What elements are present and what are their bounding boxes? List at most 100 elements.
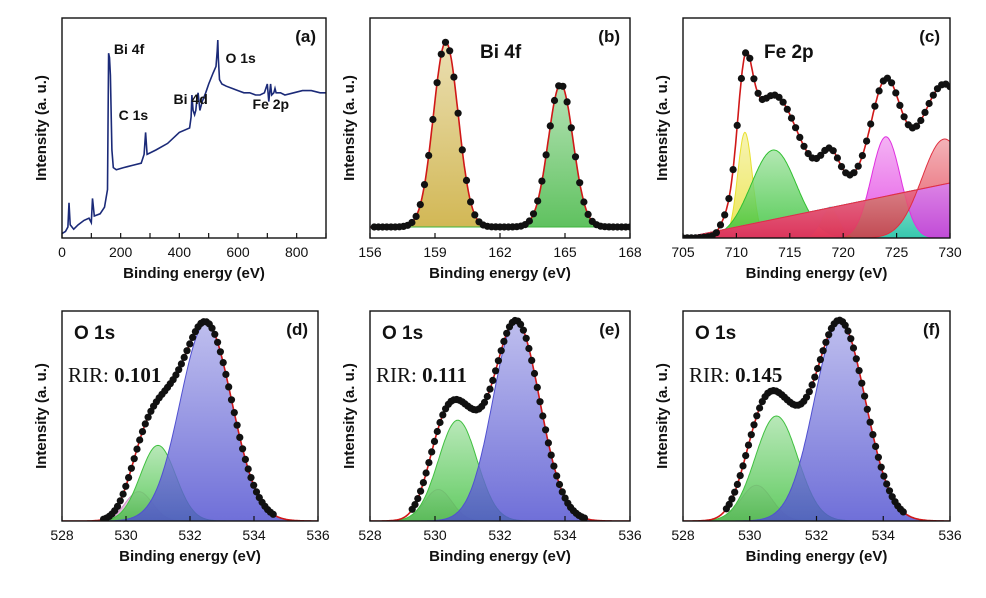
data-point [483, 392, 491, 401]
x-tick-label: 528 [358, 527, 382, 543]
panel-title: Fe 2p [764, 42, 814, 63]
data-point [626, 223, 630, 231]
data-point [530, 369, 539, 378]
data-point [550, 96, 559, 105]
data-point [433, 427, 441, 436]
data-point [892, 89, 900, 97]
data-point [214, 338, 222, 346]
axes-frame [61, 17, 327, 239]
rir-label: RIR: [376, 363, 422, 387]
data-point [433, 79, 441, 87]
data-point [412, 212, 420, 220]
data-point [854, 162, 862, 170]
data-point [437, 50, 445, 58]
data-point [500, 337, 508, 345]
data-point [733, 480, 742, 488]
data-point [925, 99, 933, 108]
peak-annotation: Bi 4f [114, 41, 145, 57]
data-point [754, 89, 762, 97]
data-point [555, 480, 564, 489]
peak-1-area [370, 83, 630, 228]
data-point [567, 124, 575, 132]
peak-0-area [370, 41, 630, 228]
data-point [269, 510, 277, 518]
data-point [489, 376, 497, 384]
data-point [750, 421, 758, 429]
data-point [900, 113, 908, 121]
data-point [921, 108, 929, 116]
data-point [737, 74, 746, 83]
panel-a: 0 200 400 600 800 Binding energy (eV) Intensit… [33, 17, 327, 282]
data-point [542, 151, 550, 159]
data-point [875, 87, 883, 95]
x-tick-label: 530 [114, 527, 138, 543]
plot-area [62, 318, 318, 521]
data-point [787, 114, 796, 122]
x-tick-label: 536 [618, 527, 642, 543]
panel-label: (b) [598, 27, 620, 46]
data-point [519, 326, 528, 334]
data-point [539, 412, 547, 420]
panel-label: (a) [295, 27, 316, 46]
data-point [861, 392, 869, 400]
data-point [816, 356, 825, 364]
data-point [122, 482, 130, 490]
data-point [721, 211, 729, 219]
peak-annotation: C 1s [119, 107, 149, 123]
data-point [136, 436, 144, 444]
data-point [733, 121, 741, 129]
data-point [529, 210, 538, 218]
x-tick-label: 168 [618, 244, 642, 260]
peak-annotation: Fe 2p [253, 96, 290, 112]
x-tick-label: 528 [50, 527, 74, 543]
data-point [533, 383, 541, 391]
data-point [127, 464, 135, 472]
data-point [546, 122, 554, 130]
x-tick-label: 532 [178, 527, 202, 543]
data-point [494, 357, 502, 365]
peak-annotation: Bi 4d [174, 91, 208, 107]
x-axis-label: Binding energy (eV) [119, 548, 261, 565]
data-point [877, 463, 885, 471]
data-point [189, 333, 197, 341]
y-axis-label: Intensity (a. u.) [33, 363, 50, 469]
x-tick-label: 730 [938, 244, 962, 260]
data-point [446, 47, 454, 55]
data-point [867, 120, 875, 128]
panel-label: (e) [599, 320, 620, 339]
data-point [822, 338, 830, 346]
axes-frame [682, 17, 951, 239]
data-point [739, 462, 747, 470]
x-tick-label: 162 [488, 244, 512, 260]
data-point [450, 73, 458, 81]
plot-area [370, 38, 630, 231]
data-point [841, 321, 849, 329]
data-point [863, 405, 871, 413]
plot-area [62, 39, 326, 235]
rir-value: 0.111 [422, 363, 467, 387]
rir-value: 0.145 [735, 363, 782, 387]
data-point [811, 373, 819, 381]
data-point [805, 388, 813, 396]
data-point [517, 320, 525, 328]
data-point [219, 359, 227, 367]
data-point [536, 398, 544, 406]
x-tick-label: 534 [242, 527, 266, 543]
data-point [225, 383, 233, 391]
data-point [528, 356, 536, 364]
data-point [486, 385, 494, 393]
y-axis-label: Intensity (a. u.) [33, 75, 50, 181]
data-point [825, 331, 833, 339]
x-tick-label: 800 [285, 244, 309, 260]
x-tick-label: 528 [671, 527, 695, 543]
data-point [525, 344, 533, 353]
x-tick-label: 600 [226, 244, 250, 260]
data-point [233, 421, 241, 429]
x-axis-label: Binding energy (eV) [746, 548, 888, 565]
rir-value: 0.101 [114, 363, 161, 387]
data-point [141, 420, 149, 428]
data-point [119, 490, 127, 498]
data-point [471, 211, 479, 219]
data-point [775, 93, 783, 101]
data-point [208, 324, 216, 332]
